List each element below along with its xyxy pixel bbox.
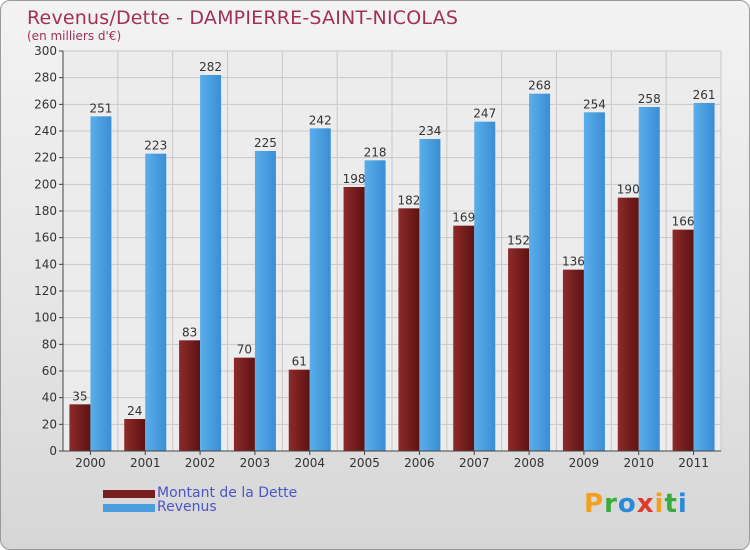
logo-letter: P — [584, 489, 605, 519]
bar-dette — [69, 404, 91, 451]
y-tick-label: 40 — [42, 391, 57, 405]
bar-revenus — [474, 121, 496, 452]
x-tick-label: 2009 — [569, 456, 600, 470]
legend-swatch-dette — [103, 490, 155, 498]
data-label-dette: 190 — [617, 183, 640, 197]
bar-revenus — [583, 112, 605, 451]
y-tick-label: 220 — [34, 151, 57, 165]
y-tick-label: 20 — [42, 417, 57, 431]
bar-dette — [617, 197, 639, 451]
bar-revenus — [693, 103, 715, 451]
bar-revenus — [364, 160, 386, 452]
logo-letter: i — [654, 489, 665, 519]
y-tick-label: 80 — [42, 337, 57, 351]
bar-revenus — [200, 75, 222, 451]
data-labels: 35 251 24 223 83 282 70 225 61 242 198 218 182 234 169… — [72, 60, 715, 418]
bar-revenus — [638, 107, 660, 451]
logo-letter: o — [617, 489, 637, 519]
data-label-dette: 61 — [292, 355, 307, 369]
legend-swatch-revenus — [103, 504, 155, 512]
y-tick-label: 260 — [34, 97, 57, 111]
axes: 0 20 40 60 80 100 120 140 160 180 200 220 240 260 280 3… — [34, 44, 721, 470]
y-tick-label: 140 — [34, 257, 57, 271]
bar-dette — [672, 229, 694, 451]
x-tick-label: 2010 — [623, 456, 654, 470]
y-tick-label: 280 — [34, 71, 57, 85]
bars — [69, 75, 715, 452]
data-label-dette: 24 — [127, 404, 142, 418]
logo-letter: x — [636, 489, 655, 519]
bar-revenus — [529, 93, 551, 452]
legend-label-revenus: Revenus — [157, 499, 217, 515]
bar-dette — [288, 369, 310, 451]
bar-dette — [343, 187, 365, 451]
y-tick-label: 200 — [34, 177, 57, 191]
bar-revenus — [309, 128, 331, 451]
y-tick-label: 120 — [34, 284, 57, 298]
legend-label-dette: Montant de la Dette — [157, 485, 298, 501]
y-tick-label: 0 — [49, 444, 57, 458]
data-label-dette: 169 — [452, 211, 475, 225]
data-label-dette: 83 — [182, 325, 197, 339]
data-label-revenus: 268 — [528, 79, 551, 93]
data-label-dette: 35 — [72, 389, 87, 403]
x-tick-label: 2005 — [349, 456, 380, 470]
chart-title: Revenus/Dette - DAMPIERRE-SAINT-NICOLAS — [27, 7, 459, 29]
bar-revenus — [419, 139, 441, 451]
data-label-revenus: 261 — [693, 88, 716, 102]
x-tick-label: 2002 — [185, 456, 216, 470]
logo-letter: r — [604, 489, 618, 519]
bar-dette — [398, 208, 420, 451]
bar-revenus — [145, 153, 167, 451]
data-label-revenus: 254 — [583, 97, 606, 111]
data-label-revenus: 282 — [199, 60, 222, 74]
proxiti-logo: Proxiti — [584, 489, 688, 519]
data-label-revenus: 242 — [309, 113, 332, 127]
y-tick-label: 60 — [42, 364, 57, 378]
chart-subtitle: (en milliers d'€) — [27, 29, 122, 43]
data-label-dette: 166 — [672, 215, 695, 229]
logo-letter: i — [677, 489, 688, 519]
y-tick-label: 240 — [34, 124, 57, 138]
bar-dette — [179, 340, 201, 451]
data-label-revenus: 218 — [364, 145, 387, 159]
data-label-dette: 136 — [562, 255, 585, 269]
x-tick-label: 2003 — [240, 456, 271, 470]
y-tick-label: 180 — [34, 204, 57, 218]
data-label-revenus: 258 — [638, 92, 661, 106]
y-tick-label: 300 — [34, 44, 57, 58]
data-label-dette: 182 — [397, 193, 420, 207]
bar-dette — [233, 357, 255, 451]
data-label-revenus: 225 — [254, 136, 277, 150]
data-label-revenus: 234 — [418, 124, 441, 138]
data-label-revenus: 251 — [89, 101, 112, 115]
x-tick-label: 2004 — [294, 456, 325, 470]
bar-dette — [124, 419, 146, 451]
y-tick-label: 100 — [34, 311, 57, 325]
bar-revenus — [90, 116, 112, 451]
x-tick-label: 2006 — [404, 456, 435, 470]
data-label-dette: 70 — [237, 343, 252, 357]
x-tick-label: 2008 — [514, 456, 545, 470]
data-label-revenus: 223 — [144, 139, 167, 153]
x-tick-label: 2000 — [75, 456, 106, 470]
data-label-dette: 198 — [343, 172, 366, 186]
bar-dette — [453, 225, 475, 451]
y-tick-label: 160 — [34, 231, 57, 245]
bar-dette — [508, 248, 530, 451]
data-label-dette: 152 — [507, 233, 530, 247]
data-label-revenus: 247 — [473, 107, 496, 121]
x-tick-label: 2007 — [459, 456, 490, 470]
x-tick-label: 2011 — [678, 456, 709, 470]
bar-revenus — [254, 151, 276, 451]
bar-dette — [562, 269, 584, 451]
x-tick-label: 2001 — [130, 456, 161, 470]
logo-letter: t — [664, 489, 678, 519]
